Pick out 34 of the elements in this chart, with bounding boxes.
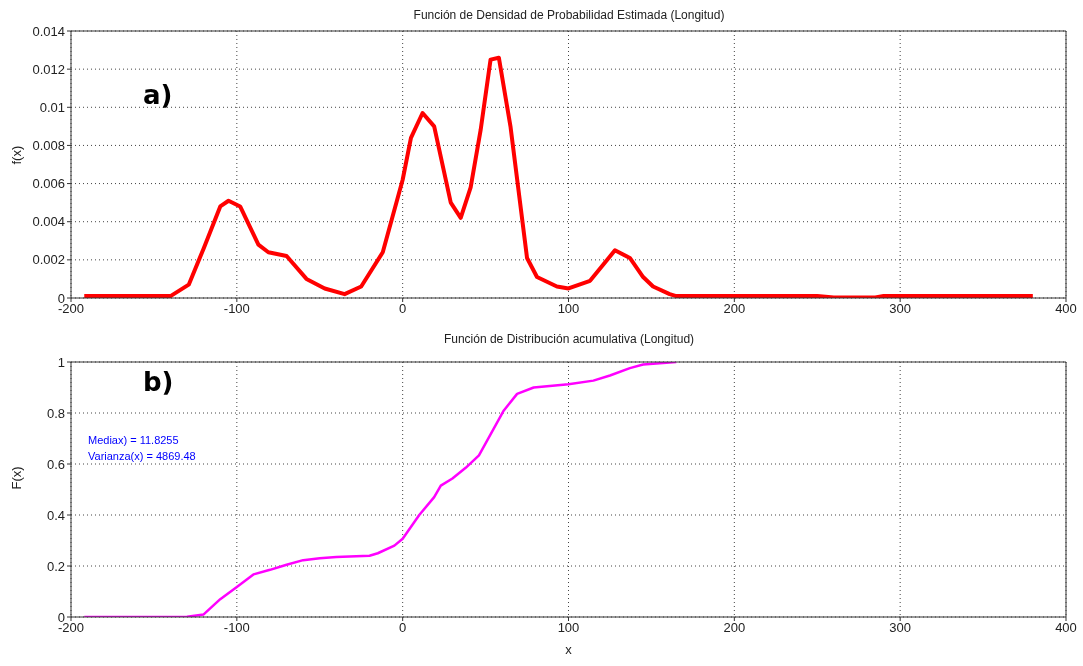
x-tick-label: -100: [223, 301, 250, 317]
annotation: Varianza(x) = 4869.48: [88, 449, 196, 464]
y-axis-title: F(x): [8, 466, 24, 490]
y-tick-label: 0.8: [46, 405, 65, 421]
x-tick-label: 0: [399, 301, 407, 317]
x-tick-label: 0: [399, 620, 407, 636]
y-axis-title: f(x): [8, 145, 24, 165]
annotation: a): [143, 80, 173, 110]
y-tick-label: 0.002: [32, 252, 65, 268]
y-tick-label: 0.006: [32, 176, 65, 192]
x-tick-label: 300: [889, 301, 912, 317]
annotation: b): [143, 367, 174, 397]
y-tick-label: 1: [57, 354, 65, 370]
x-tick-label: 100: [557, 620, 580, 636]
y-tick-label: 0.008: [32, 138, 65, 154]
y-tick-label: 0.6: [46, 456, 65, 472]
y-tick-label: 0.01: [39, 99, 65, 115]
x-tick-label: 400: [1055, 301, 1077, 317]
line-series: [82, 55, 1035, 298]
y-tick-label: 0.014: [32, 23, 65, 39]
x-tick-label: 200: [723, 301, 746, 317]
x-tick-label: 400: [1055, 620, 1077, 636]
chart-title: Función de Densidad de Probabilidad Estimada (Longitud): [412, 8, 726, 22]
x-tick-label: -100: [223, 620, 250, 636]
x-tick-label: 100: [557, 301, 580, 317]
x-axis-title: x: [565, 642, 573, 657]
y-tick-label: 0.4: [46, 507, 65, 523]
chart-title: Función de Distribución acumulativa (Longitud): [442, 332, 696, 346]
annotation: Mediax) = 11.8255: [88, 433, 180, 448]
y-tick-label: 0.012: [32, 61, 65, 77]
x-tick-label: 200: [723, 620, 746, 636]
x-tick-label: 300: [889, 620, 912, 636]
y-tick-label: 0.2: [46, 558, 65, 574]
y-tick-label: 0.004: [32, 214, 65, 230]
